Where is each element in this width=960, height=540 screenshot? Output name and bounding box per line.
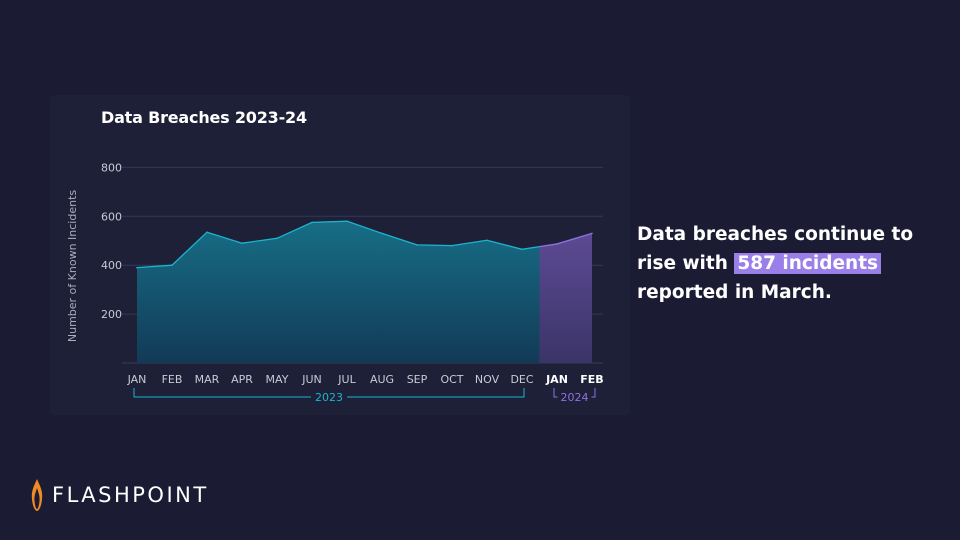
- headline-line1: Data breaches continue to: [637, 224, 914, 245]
- data-point: [381, 232, 383, 235]
- year-label-bg: [311, 390, 347, 404]
- x-tick-label: APR: [231, 373, 253, 386]
- x-tick-label: JUN: [301, 373, 322, 386]
- x-tick-label: MAR: [195, 373, 220, 386]
- data-point: [311, 221, 313, 224]
- x-tick-label: JAN: [545, 373, 568, 386]
- data-point: [556, 243, 558, 245]
- y-tick-label: 600: [101, 210, 122, 223]
- data-point: [486, 239, 488, 242]
- y-tick-label: 800: [101, 161, 122, 174]
- x-tick-label: FEB: [580, 373, 603, 386]
- area-2024: [539, 233, 592, 363]
- y-tick-label: 200: [101, 308, 122, 321]
- brand-logo: FLASHPOINT: [30, 478, 209, 512]
- x-tick-label: SEP: [407, 373, 428, 386]
- year-label-2024: 2024: [561, 391, 589, 404]
- data-point: [521, 248, 523, 251]
- data-point: [171, 264, 173, 267]
- x-tick-label: DEC: [510, 373, 533, 386]
- year-label-2023: 2023: [315, 391, 343, 404]
- data-point: [591, 232, 593, 235]
- x-tick-label: OCT: [440, 373, 463, 386]
- headline: Data breaches continue to rise with 587 …: [637, 220, 937, 307]
- y-axis-label: Number of Known Incidents: [66, 190, 79, 343]
- headline-highlight: 587 incidents: [734, 253, 882, 274]
- headline-line2-prefix: rise with: [637, 253, 735, 274]
- data-point: [451, 244, 453, 247]
- data-point: [206, 231, 208, 233]
- x-tick-label: NOV: [475, 373, 500, 386]
- data-point: [416, 244, 418, 246]
- x-tick-label: AUG: [370, 373, 394, 386]
- year-label-bg: [557, 390, 592, 404]
- data-point: [276, 237, 278, 240]
- x-tick-label: JAN: [127, 373, 147, 386]
- area-2023: [137, 221, 540, 363]
- x-tick-label: FEB: [162, 373, 183, 386]
- x-tick-label: JUL: [337, 373, 356, 386]
- headline-line3: reported in March.: [637, 282, 832, 303]
- y-tick-label: 400: [101, 259, 122, 272]
- data-point: [346, 220, 348, 222]
- flame-icon: [31, 479, 43, 511]
- brand-name: FLASHPOINT: [52, 483, 209, 507]
- data-point: [136, 266, 138, 269]
- chart-title: Data Breaches 2023-24: [101, 108, 307, 127]
- data-point: [241, 242, 243, 244]
- x-tick-label: MAY: [266, 373, 289, 386]
